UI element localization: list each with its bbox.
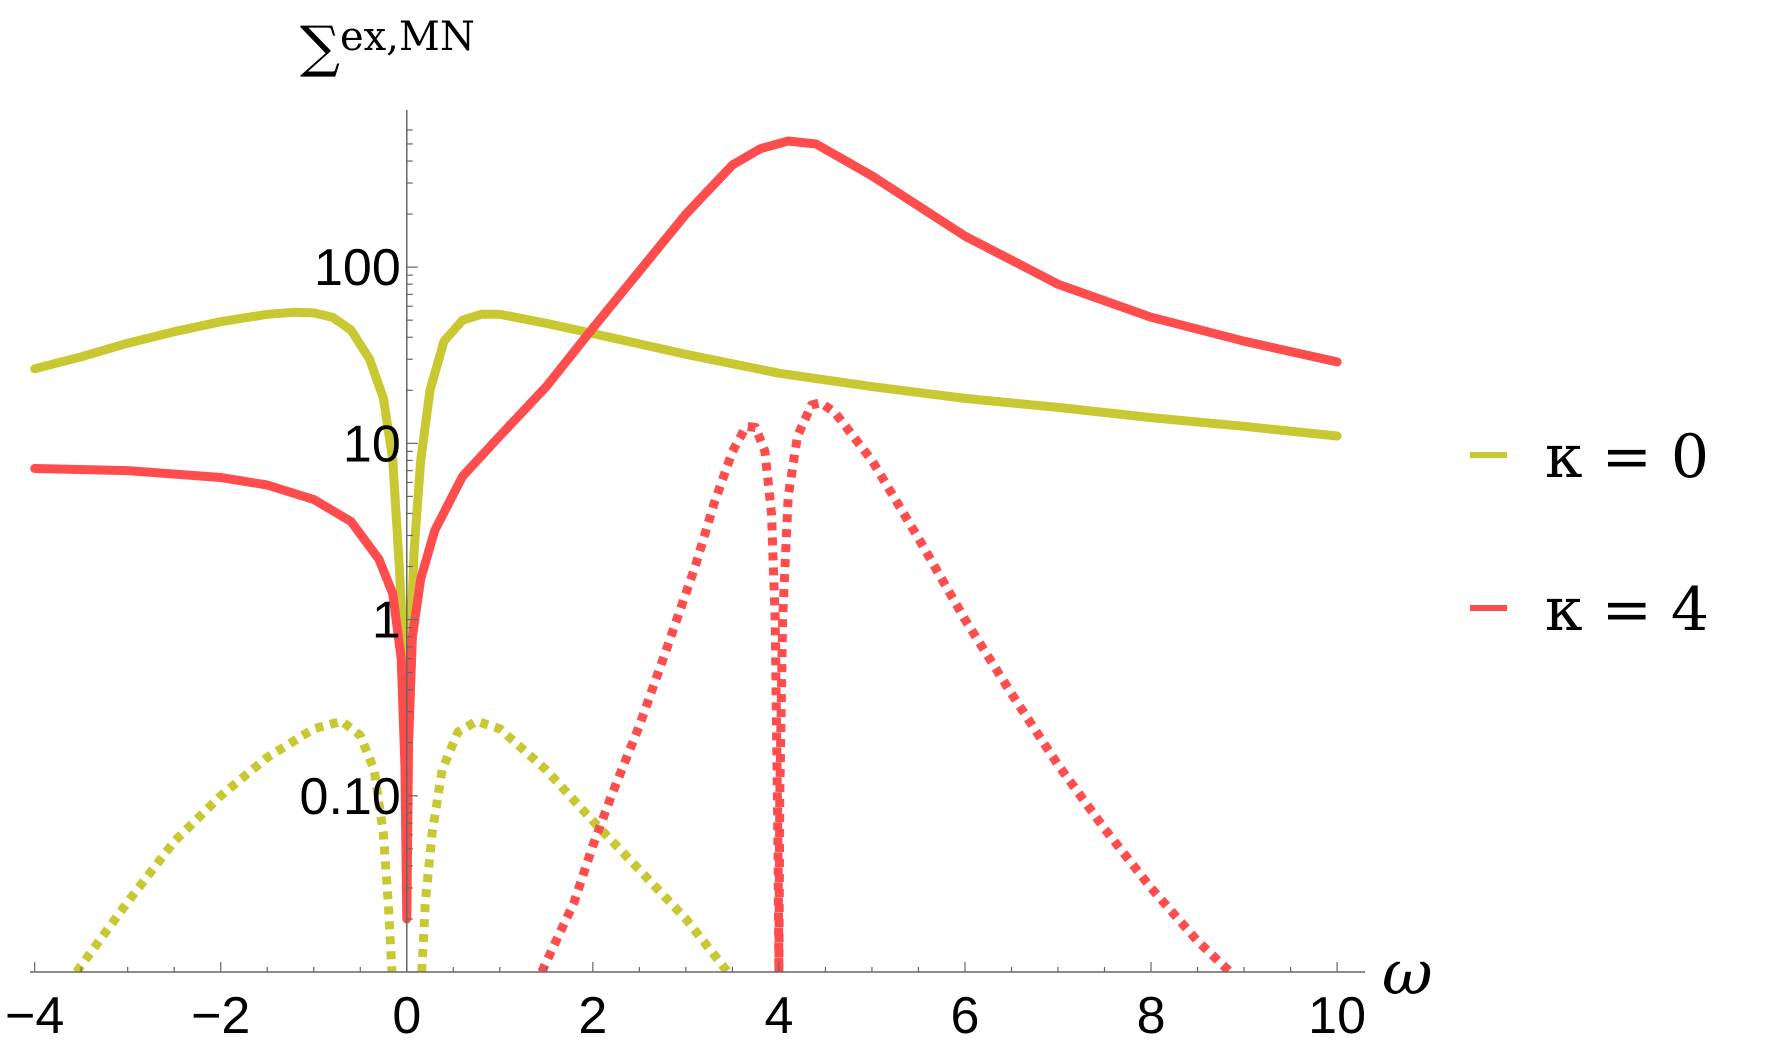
- series-line-6-dotted: [774, 398, 1234, 972]
- y-axis-title: ∑ex,MN: [300, 14, 475, 80]
- y-tick-label: 1: [372, 592, 401, 650]
- y-tick-label: 10: [343, 415, 401, 473]
- y-axis-title-main: ∑: [300, 15, 340, 80]
- plot-area: [30, 136, 1342, 972]
- x-tick-label: −2: [191, 987, 250, 1045]
- legend: κ = 0 κ = 4: [1470, 422, 1709, 645]
- legend-label: κ = 0: [1545, 422, 1709, 492]
- x-tick-label: 6: [951, 987, 980, 1045]
- legend-label: κ = 4: [1545, 575, 1709, 645]
- x-tick-label: 2: [578, 987, 607, 1045]
- x-tick-label: 8: [1137, 987, 1166, 1045]
- series-line-5-dotted: [537, 421, 784, 972]
- axes: −4 −2 0 2 4 6 8 10 0.10 1 10 100: [5, 110, 1366, 1045]
- series-line-2-solid: [30, 136, 1342, 924]
- y-axis-title-superscript: ex,MN: [340, 14, 475, 60]
- x-tick-label: 10: [1308, 987, 1366, 1045]
- x-tick-label: 4: [764, 987, 793, 1045]
- x-axis-title: ω: [1382, 936, 1433, 1009]
- y-tick-label: 0.10: [300, 768, 401, 826]
- series-line-3-dotted: [72, 716, 397, 972]
- x-tick-label: 0: [392, 987, 421, 1045]
- x-tick-label: −4: [5, 987, 64, 1045]
- series-line-1-solid: [30, 307, 1342, 705]
- series-line-4-dotted: [417, 716, 732, 972]
- y-tick-label: 100: [314, 239, 401, 297]
